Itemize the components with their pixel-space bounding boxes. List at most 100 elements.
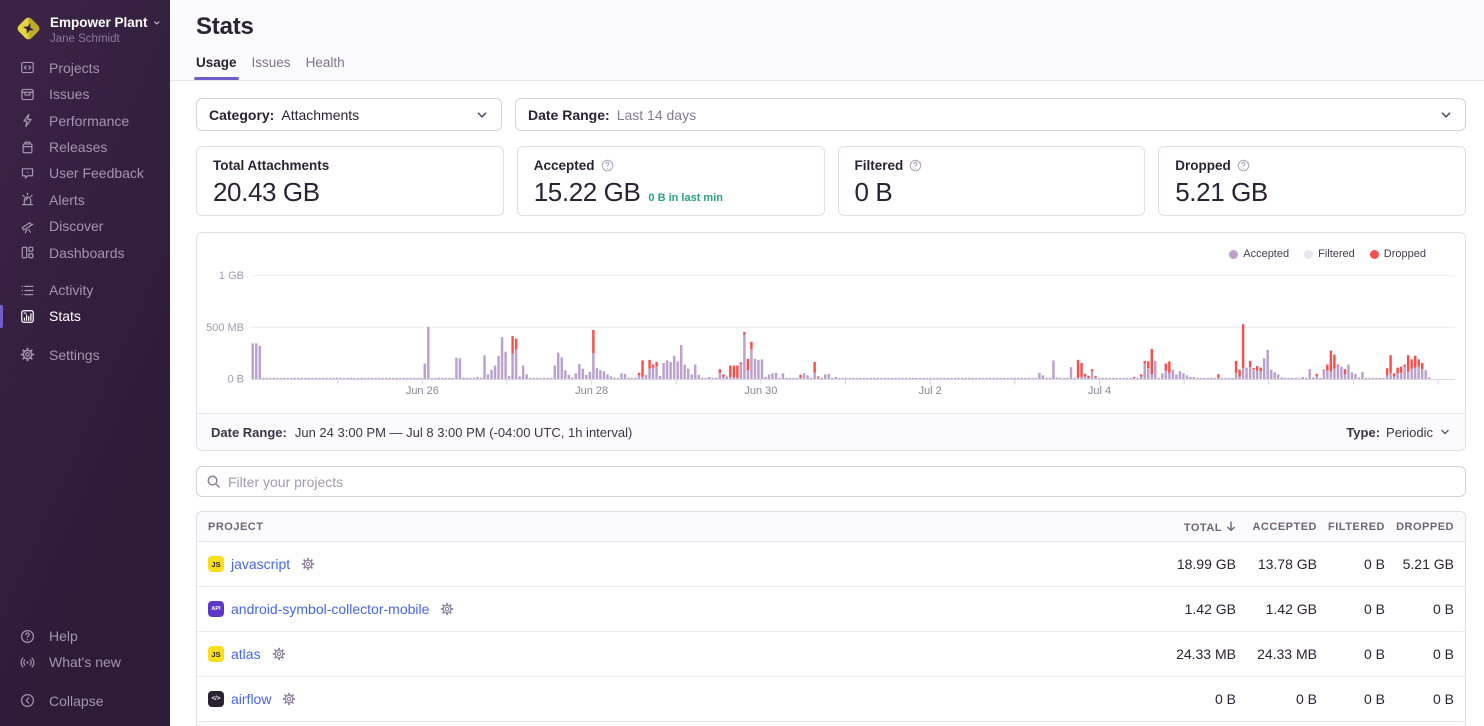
cell-dropped: 0 B [1432, 601, 1454, 617]
settings-icon [19, 347, 35, 363]
column-header-accepted[interactable]: ACCEPTED [1252, 520, 1317, 533]
main-content: Stats Usage Issues Health Category: Attach… [170, 0, 1484, 726]
tab-issues[interactable]: Issues [251, 55, 291, 70]
user-name: Jane Schmidt [50, 32, 120, 45]
column-header-project[interactable]: PROJECT [208, 520, 264, 533]
chart-type-label: Type: [1346, 424, 1381, 440]
usage-chart-panel: Accepted Filtered Dropped 0 B 500 MB 1 GB J… [196, 232, 1466, 451]
tab-usage[interactable]: Usage [194, 55, 239, 80]
tab-health[interactable]: Health [305, 55, 345, 70]
nav-group-primary: Projects Issues Performance Releases Use… [0, 55, 170, 266]
cell-total: 24.33 MB [1176, 646, 1236, 662]
nav-group-footer: Help What's new [0, 623, 170, 676]
tabs: Usage Issues Health [194, 55, 1466, 80]
stat-card-value: 20.43 GB [213, 177, 320, 207]
date-range-select[interactable]: Date Range: Last 14 days [515, 98, 1466, 131]
category-select[interactable]: Category: Attachments [196, 98, 502, 131]
stat-card-title: Accepted [533, 158, 595, 173]
stat-card-title: Dropped [1175, 158, 1231, 173]
platform-icon: API [208, 601, 224, 617]
help-circle-icon[interactable] [1237, 159, 1250, 172]
stat-card-filtered: Filtered 0 B [837, 146, 1146, 216]
cell-accepted: 24.33 MB [1257, 646, 1317, 662]
project-link[interactable]: atlas [231, 646, 261, 662]
legend-label: Dropped [1383, 248, 1426, 260]
svg-text:Jun 26: Jun 26 [406, 385, 439, 397]
help-circle-icon[interactable] [601, 159, 614, 172]
sidebar-item-discover[interactable]: Discover [0, 213, 170, 239]
legend-label: Filtered [1318, 248, 1355, 260]
sidebar-item-issues[interactable]: Issues [0, 81, 170, 107]
column-header-filtered[interactable]: FILTERED [1328, 520, 1385, 533]
stat-card-value: 15.22 GB [533, 177, 641, 207]
platform-icon: JS [208, 646, 224, 662]
table-row-javascript: JS javascript 18.99 GB 13.78 GB 0 B 5.21… [197, 542, 1465, 587]
search-row [196, 466, 1466, 497]
chevron-down-icon [1441, 429, 1449, 435]
sidebar-item-alerts[interactable]: Alerts [0, 187, 170, 213]
sidebar-item-stats[interactable]: Stats [0, 303, 170, 329]
svg-text:Jun 30: Jun 30 [744, 385, 777, 397]
legend-item-filtered[interactable]: Filtered [1304, 248, 1355, 260]
cell-accepted: 1.42 GB [1265, 601, 1317, 617]
chart-footer-label: Date Range: [211, 424, 287, 440]
stat-card-total-attachments: Total Attachments 20.43 GB [196, 146, 504, 216]
sidebar-item-activity[interactable]: Activity [0, 277, 170, 303]
discover-icon [19, 218, 35, 234]
column-header-total[interactable]: TOTAL [1146, 520, 1236, 534]
sidebar-item-user-feedback[interactable]: User Feedback [0, 160, 170, 186]
sidebar-item-releases[interactable]: Releases [0, 134, 170, 160]
sidebar-item-settings[interactable]: Settings [0, 342, 170, 368]
project-link[interactable]: android-symbol-collector-mobile [231, 601, 430, 617]
cell-filtered: 0 B [1363, 646, 1385, 662]
nav-group-secondary: Activity Stats [0, 277, 170, 330]
performance-icon [19, 113, 35, 129]
platform-icon: JS [208, 556, 224, 572]
legend-item-accepted[interactable]: Accepted [1229, 248, 1289, 260]
sidebar-item-label: Issues [49, 86, 90, 103]
search-input[interactable] [196, 466, 1466, 497]
sidebar-item-label: Settings [49, 346, 100, 363]
chart-type-select[interactable]: Type: Periodic [1346, 425, 1451, 440]
svg-text:1 GB: 1 GB [219, 270, 244, 282]
project-link[interactable]: airflow [231, 691, 272, 707]
legend-item-dropped[interactable]: Dropped [1369, 248, 1426, 260]
svg-text:Jul 2: Jul 2 [919, 385, 942, 397]
sidebar-item-collapse[interactable]: Collapse [0, 688, 170, 714]
cell-total: 18.99 GB [1176, 556, 1236, 572]
help-circle-icon[interactable] [909, 159, 922, 172]
cell-total: 1.42 GB [1184, 601, 1236, 617]
filter-row: Category: Attachments Date Range: Last 1… [196, 98, 1466, 131]
cell-dropped: 5.21 GB [1402, 556, 1454, 572]
project-link[interactable]: javascript [231, 556, 291, 572]
sidebar-item-projects[interactable]: Projects [0, 55, 170, 81]
project-settings-gear-icon[interactable] [301, 557, 315, 571]
project-settings-gear-icon[interactable] [272, 647, 286, 661]
sidebar-item-help[interactable]: Help [0, 623, 170, 649]
projects-table: PROJECT TOTAL ACCEPTED FILTERED DROPPED JS j… [196, 511, 1466, 726]
column-header-dropped[interactable]: DROPPED [1396, 520, 1454, 533]
project-settings-gear-icon[interactable] [282, 692, 296, 706]
cell-dropped: 0 B [1432, 646, 1454, 662]
svg-text:Jul 4: Jul 4 [1088, 385, 1111, 397]
cell-accepted: 13.78 GB [1257, 556, 1317, 572]
project-settings-gear-icon[interactable] [440, 602, 454, 616]
sidebar-item-performance[interactable]: Performance [0, 108, 170, 134]
user-feedback-icon [19, 165, 35, 181]
nav-group-collapse: Collapse [0, 688, 170, 714]
whats-new-icon [19, 654, 35, 670]
table-row-android-symbol-collector-mobile: API android-symbol-collector-mobile 1.42… [197, 587, 1465, 632]
org-switcher[interactable]: Empower Plant Jane Schmidt [0, 0, 170, 46]
svg-text:Jun 28: Jun 28 [575, 385, 608, 397]
sidebar-item-dashboards[interactable]: Dashboards [0, 239, 170, 265]
stat-card-dropped: Dropped 5.21 GB [1158, 146, 1466, 216]
cell-total: 0 B [1214, 691, 1236, 707]
stat-card-title: Filtered [854, 158, 904, 173]
sidebar-item-label: Stats [49, 308, 81, 325]
sidebar-bottom: Help What's new Collapse [0, 623, 170, 714]
category-select-label: Category: [209, 106, 275, 123]
sidebar-item-label: Projects [49, 59, 100, 76]
org-name: Empower Plant [50, 15, 148, 30]
nav-group-tertiary: Settings [0, 342, 170, 368]
sidebar-item-what-s-new[interactable]: What's new [0, 649, 170, 675]
